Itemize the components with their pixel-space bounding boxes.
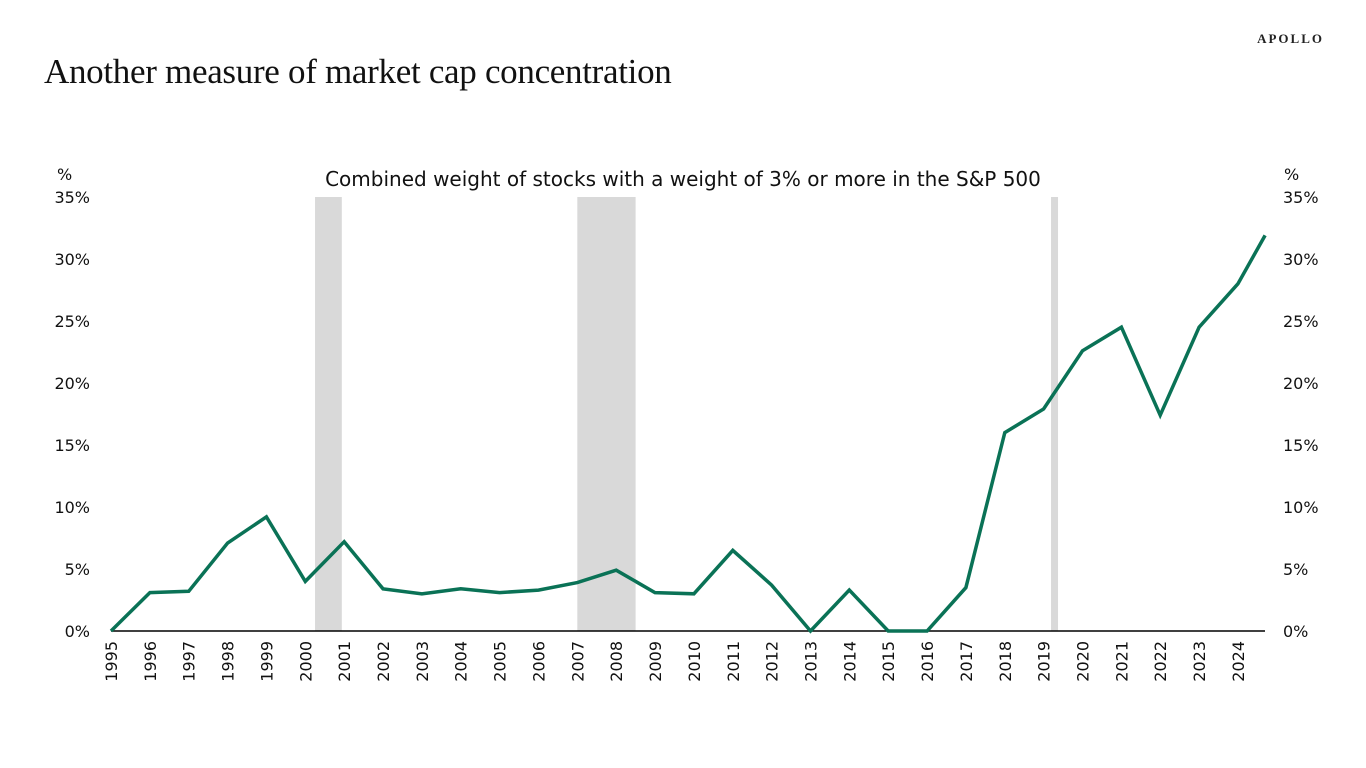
y-axis-label-left: % [57, 165, 72, 184]
y-tick-label-right: 5% [1283, 560, 1308, 579]
y-tick-label-right: 0% [1283, 622, 1308, 641]
y-tick-label-left: 25% [54, 312, 90, 331]
x-tick-label: 2007 [568, 641, 587, 682]
x-tick-label: 2000 [296, 641, 315, 682]
y-tick-label-left: 20% [54, 374, 90, 393]
chart-title: Combined weight of stocks with a weight … [325, 167, 1041, 191]
x-tick-label: 2010 [685, 641, 704, 682]
y-tick-label-left: 0% [65, 622, 90, 641]
x-tick-label: 2014 [840, 641, 859, 682]
y-tick-label-left: 5% [65, 560, 90, 579]
y-tick-label-right: 15% [1283, 436, 1319, 455]
x-tick-label: 1999 [257, 641, 276, 682]
x-tick-label: 1995 [102, 641, 121, 682]
x-tick-label: 2006 [529, 641, 548, 682]
x-tick-label: 2021 [1112, 641, 1131, 682]
y-axis-label-right: % [1284, 165, 1299, 184]
x-tick-label: 2001 [335, 641, 354, 682]
recession-shading [577, 197, 636, 631]
y-tick-label-right: 20% [1283, 374, 1319, 393]
recession-shading [1051, 197, 1059, 631]
x-tick-label: 1998 [219, 641, 238, 682]
y-tick-label-right: 30% [1283, 250, 1319, 269]
y-tick-label-left: 15% [54, 436, 90, 455]
x-tick-label: 2013 [801, 641, 820, 682]
x-tick-label: 2005 [491, 641, 510, 682]
x-tick-label: 2004 [452, 641, 471, 682]
x-tick-label: 2008 [607, 641, 626, 682]
x-tick-label: 2009 [646, 641, 665, 682]
x-tick-label: 1996 [141, 641, 160, 682]
y-tick-label-left: 30% [54, 250, 90, 269]
x-tick-label: 2002 [374, 641, 393, 682]
series-line [109, 234, 1267, 634]
x-tick-label: 2003 [413, 641, 432, 682]
x-tick-label: 2024 [1229, 641, 1248, 682]
x-tick-label: 2022 [1151, 641, 1170, 682]
x-tick-label: 2023 [1190, 641, 1209, 682]
x-tick-label: 2018 [996, 641, 1015, 682]
y-tick-label-left: 10% [54, 498, 90, 517]
x-tick-label: 2020 [1074, 641, 1093, 682]
y-tick-label-right: 25% [1283, 312, 1319, 331]
x-tick-label: 2011 [724, 641, 743, 682]
page-title: Another measure of market cap concentrat… [44, 52, 672, 91]
x-tick-label: 2017 [957, 641, 976, 682]
y-tick-label-right: 35% [1283, 188, 1319, 207]
y-tick-label-right: 10% [1283, 498, 1319, 517]
x-tick-label: 2012 [763, 641, 782, 682]
x-tick-label: 2015 [879, 641, 898, 682]
apollo-logo: APOLLO [1257, 31, 1324, 46]
y-tick-label-left: 35% [54, 188, 90, 207]
x-tick-label: 2019 [1035, 641, 1054, 682]
x-tick-label: 2016 [918, 641, 937, 682]
x-tick-label: 1997 [180, 641, 199, 682]
